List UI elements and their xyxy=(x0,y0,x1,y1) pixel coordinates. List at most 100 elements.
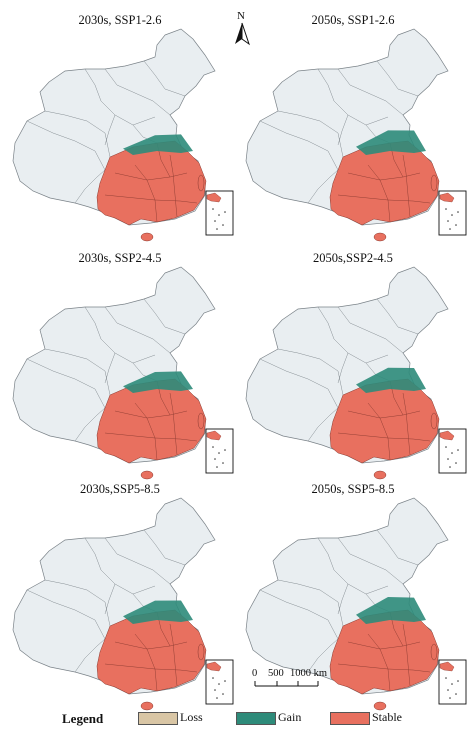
legend-swatch-stable xyxy=(330,712,370,725)
inset-island xyxy=(222,224,224,226)
legend-swatch-loss xyxy=(138,712,178,725)
inset-island xyxy=(457,211,459,213)
inset-island xyxy=(212,208,214,210)
province-border xyxy=(26,589,106,640)
china-map xyxy=(12,28,234,242)
inset-island xyxy=(214,689,216,691)
inset-coast xyxy=(206,192,222,203)
inset-island xyxy=(445,677,447,679)
province-border xyxy=(84,306,156,364)
inset-island xyxy=(224,680,226,682)
province-border xyxy=(143,60,186,97)
province-border xyxy=(104,663,198,673)
scale-bar: 0 500 1000 km xyxy=(250,668,330,698)
inset-island xyxy=(449,697,451,699)
inset-island xyxy=(218,214,220,216)
hainan-island xyxy=(140,232,154,242)
inset-island xyxy=(447,458,449,460)
panel-title: 2050s,SSP2-4.5 xyxy=(313,251,393,265)
province-border xyxy=(169,392,178,456)
china-map xyxy=(245,497,467,711)
inset-coast xyxy=(206,661,222,672)
inset-island xyxy=(455,224,457,226)
inset-island xyxy=(447,220,449,222)
province-border xyxy=(337,194,431,204)
province-border xyxy=(402,623,411,687)
map-panel-6: 2050s, SSP5-8.5 xyxy=(238,474,468,712)
province-border xyxy=(74,407,106,442)
province-border xyxy=(104,352,116,384)
inset-island xyxy=(445,208,447,210)
gain-area xyxy=(123,600,193,624)
panel-title: 2050s, SSP5-8.5 xyxy=(311,482,395,496)
map-panel-3: 2030s, SSP2-4.5 xyxy=(5,243,235,481)
province-border xyxy=(84,68,156,126)
gain-area xyxy=(356,130,426,155)
inset-island xyxy=(449,228,451,230)
province-border xyxy=(114,641,188,650)
province-border xyxy=(277,579,344,627)
province-border xyxy=(143,298,186,335)
province-border xyxy=(104,68,171,116)
north-label: N xyxy=(237,10,245,22)
gain-area xyxy=(356,367,426,393)
province-border xyxy=(337,663,431,673)
province-border xyxy=(134,402,158,461)
province-border xyxy=(376,60,419,97)
province-border xyxy=(347,172,421,181)
map-panel-5: 2030s,SSP5-8.5 xyxy=(5,474,235,712)
province-border xyxy=(367,164,391,223)
china-map xyxy=(12,497,234,711)
china-map xyxy=(245,266,467,480)
scale-label-1000: 1000 km xyxy=(290,668,328,679)
panel-title: 2030s, SSP2-4.5 xyxy=(78,251,162,265)
legend-label-loss: Loss xyxy=(180,710,203,724)
panel-title: 2030s, SSP1-2.6 xyxy=(78,13,162,27)
taiwan-island xyxy=(430,643,438,661)
inset-island xyxy=(214,220,216,222)
map-panel-4: 2050s,SSP2-4.5 xyxy=(238,243,468,481)
province-border xyxy=(376,529,419,566)
province-border xyxy=(259,120,339,171)
province-border xyxy=(317,537,389,595)
province-border xyxy=(337,537,404,585)
province-border xyxy=(84,537,156,595)
hainan-island xyxy=(140,470,154,480)
gain-area xyxy=(123,134,193,155)
taiwan-island xyxy=(197,174,205,192)
province-border xyxy=(347,410,421,419)
legend-swatch-gain xyxy=(236,712,276,725)
province-border xyxy=(26,120,106,171)
province-border xyxy=(337,68,404,116)
province-border xyxy=(337,432,431,442)
province-border xyxy=(44,110,111,158)
hainan-island xyxy=(373,701,387,711)
inset-island xyxy=(457,449,459,451)
province-border xyxy=(367,402,391,461)
inset-island xyxy=(216,228,218,230)
inset-island xyxy=(449,466,451,468)
province-border xyxy=(337,306,404,354)
province-border xyxy=(74,638,106,673)
inset-island xyxy=(455,693,457,695)
map-panel-1: 2030s, SSP1-2.6 xyxy=(5,5,235,243)
scale-label-500: 500 xyxy=(268,668,284,679)
taiwan-island xyxy=(197,643,205,661)
inset-island xyxy=(445,446,447,448)
inset-island xyxy=(224,449,226,451)
province-border xyxy=(317,306,389,364)
province-border xyxy=(114,410,188,419)
inset-island xyxy=(222,462,224,464)
province-border xyxy=(104,114,116,146)
map-panel-2: 2050s, SSP1-2.6 xyxy=(238,5,468,243)
inset-island xyxy=(218,683,220,685)
gain-area xyxy=(123,371,193,393)
province-border xyxy=(104,194,198,204)
province-border xyxy=(376,298,419,335)
inset-island xyxy=(222,693,224,695)
province-border xyxy=(104,583,116,615)
inset-coast xyxy=(439,430,455,441)
province-border xyxy=(337,583,349,615)
gain-area xyxy=(356,597,426,624)
inset-island xyxy=(218,452,220,454)
